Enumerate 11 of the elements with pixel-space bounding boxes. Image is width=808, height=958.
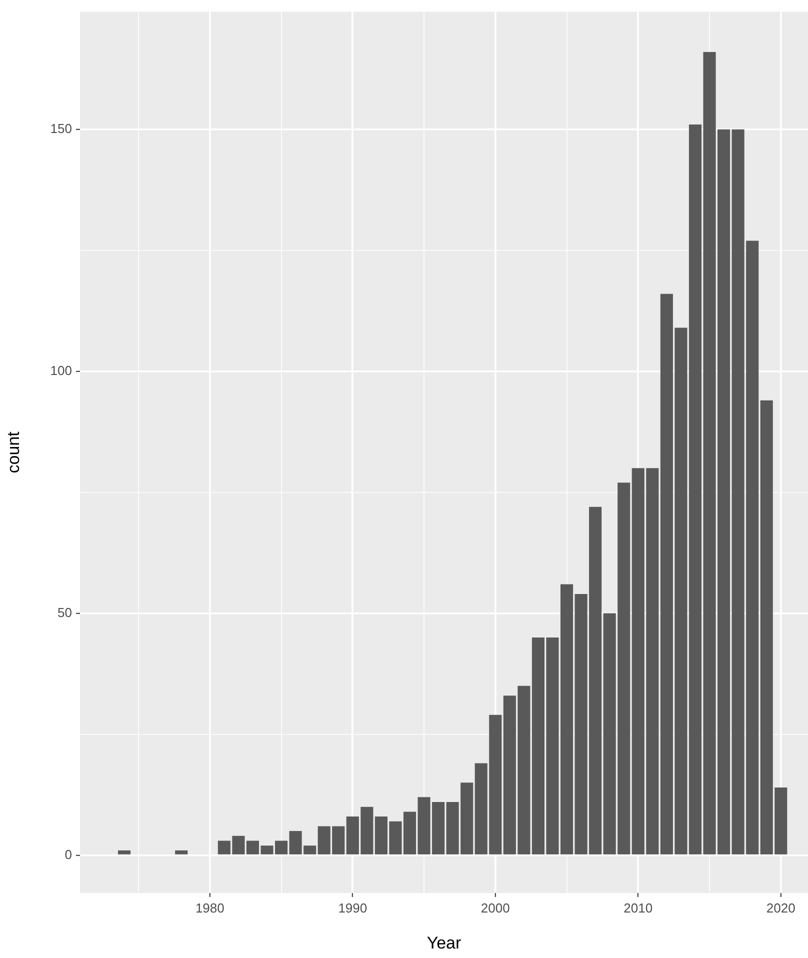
- x-axis-title: Year: [426, 933, 462, 952]
- y-tick-label: 50: [58, 604, 72, 620]
- y-tick-label: 0: [64, 846, 72, 862]
- y-tick-label: 150: [50, 120, 72, 136]
- x-tick-label: 2020: [766, 900, 796, 916]
- x-tick-label: 1990: [338, 900, 368, 916]
- x-tick-label: 1980: [195, 900, 224, 916]
- y-tick-label: 100: [50, 362, 72, 378]
- x-tick-label: 2010: [624, 900, 653, 916]
- x-tick-label: 2000: [480, 900, 510, 916]
- y-axis-title: count: [4, 431, 23, 474]
